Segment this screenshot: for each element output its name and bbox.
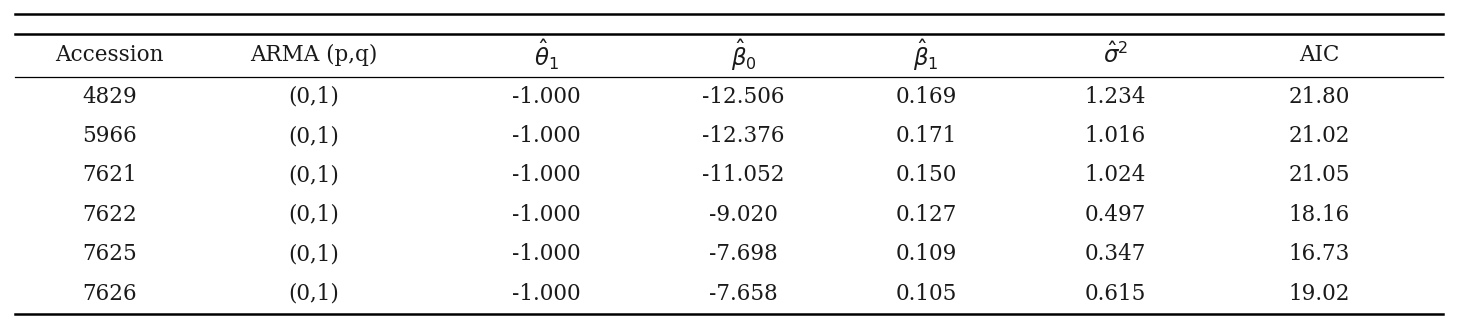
Text: -1.000: -1.000 bbox=[512, 125, 582, 147]
Text: $\hat{\theta}_1$: $\hat{\theta}_1$ bbox=[534, 38, 560, 72]
Text: 0.127: 0.127 bbox=[895, 204, 956, 226]
Text: -1.000: -1.000 bbox=[512, 164, 582, 187]
Text: 0.347: 0.347 bbox=[1085, 244, 1146, 265]
Text: 18.16: 18.16 bbox=[1289, 204, 1350, 226]
Text: (0,1): (0,1) bbox=[289, 204, 338, 226]
Text: 0.105: 0.105 bbox=[895, 283, 956, 305]
Text: (0,1): (0,1) bbox=[289, 85, 338, 108]
Text: 16.73: 16.73 bbox=[1289, 244, 1350, 265]
Text: 21.05: 21.05 bbox=[1289, 164, 1350, 187]
Text: (0,1): (0,1) bbox=[289, 164, 338, 187]
Text: -12.376: -12.376 bbox=[703, 125, 784, 147]
Text: 0.615: 0.615 bbox=[1085, 283, 1146, 305]
Text: 0.169: 0.169 bbox=[895, 85, 956, 108]
Text: 7622: 7622 bbox=[82, 204, 137, 226]
Text: 1.234: 1.234 bbox=[1085, 85, 1146, 108]
Text: $\hat{\beta}_0$: $\hat{\beta}_0$ bbox=[730, 37, 757, 73]
Text: -12.506: -12.506 bbox=[703, 85, 784, 108]
Text: 1.016: 1.016 bbox=[1085, 125, 1146, 147]
Text: -7.698: -7.698 bbox=[709, 244, 779, 265]
Text: Accession: Accession bbox=[55, 44, 163, 66]
Text: 0.109: 0.109 bbox=[895, 244, 956, 265]
Text: -1.000: -1.000 bbox=[512, 244, 582, 265]
Text: 0.497: 0.497 bbox=[1085, 204, 1146, 226]
Text: 1.024: 1.024 bbox=[1085, 164, 1146, 187]
Text: -1.000: -1.000 bbox=[512, 85, 582, 108]
Text: (0,1): (0,1) bbox=[289, 125, 338, 147]
Text: -1.000: -1.000 bbox=[512, 204, 582, 226]
Text: AIC: AIC bbox=[1299, 44, 1340, 66]
Text: (0,1): (0,1) bbox=[289, 244, 338, 265]
Text: -11.052: -11.052 bbox=[703, 164, 784, 187]
Text: 7625: 7625 bbox=[82, 244, 137, 265]
Text: -7.658: -7.658 bbox=[709, 283, 779, 305]
Text: 21.80: 21.80 bbox=[1289, 85, 1350, 108]
Text: 21.02: 21.02 bbox=[1289, 125, 1350, 147]
Text: 0.171: 0.171 bbox=[895, 125, 956, 147]
Text: -9.020: -9.020 bbox=[709, 204, 779, 226]
Text: 7626: 7626 bbox=[82, 283, 137, 305]
Text: 5966: 5966 bbox=[82, 125, 137, 147]
Text: 7621: 7621 bbox=[82, 164, 137, 187]
Text: $\hat{\beta}_1$: $\hat{\beta}_1$ bbox=[913, 37, 939, 73]
Text: 4829: 4829 bbox=[82, 85, 137, 108]
Text: $\hat{\sigma}^2$: $\hat{\sigma}^2$ bbox=[1102, 42, 1128, 68]
Text: (0,1): (0,1) bbox=[289, 283, 338, 305]
Text: ARMA (p,q): ARMA (p,q) bbox=[249, 44, 378, 66]
Text: 0.150: 0.150 bbox=[895, 164, 956, 187]
Text: -1.000: -1.000 bbox=[512, 283, 582, 305]
Text: 19.02: 19.02 bbox=[1289, 283, 1350, 305]
